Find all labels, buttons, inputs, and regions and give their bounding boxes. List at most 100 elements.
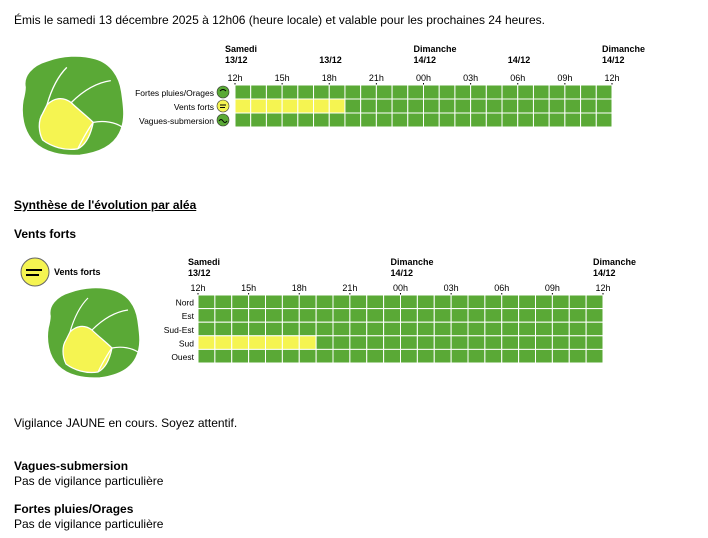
- vf-hour-label: 15h: [241, 283, 256, 293]
- vagues-status: Pas de vigilance particulière: [14, 474, 164, 488]
- reunion-map-vents: [46, 286, 141, 379]
- ov-cell: [423, 98, 440, 114]
- vf-cell: [231, 308, 250, 323]
- vf-cell: [248, 321, 266, 337]
- vf-cell: [518, 348, 536, 364]
- wind-icon: [216, 99, 230, 113]
- pluies-status: Pas de vigilance particulière: [14, 517, 164, 531]
- ov-cell: [375, 84, 393, 100]
- vf-cell: [585, 335, 604, 350]
- ov-hour-label: 09h: [557, 73, 572, 83]
- vents-badge-label: Vents forts: [54, 267, 101, 277]
- vf-cell: [248, 294, 266, 310]
- vf-cell: [265, 294, 283, 310]
- vf-cell: [535, 308, 553, 323]
- island-zone-borders: [69, 297, 139, 373]
- vf-hour-label: 00h: [393, 283, 408, 293]
- vf-day-name: Dimanche: [593, 257, 636, 267]
- vf-cell: [484, 308, 503, 323]
- ov-cell: [548, 84, 566, 100]
- ov-cell: [564, 84, 582, 100]
- vf-cell: [551, 335, 570, 350]
- vf-cell: [416, 348, 435, 364]
- vf-cell: [366, 321, 385, 337]
- vf-hour-label: 06h: [494, 283, 509, 293]
- vf-cell: [585, 321, 604, 337]
- ov-cell: [297, 98, 315, 114]
- vf-cell: [265, 335, 283, 350]
- ov-row-label: Fortes pluies/Orages: [135, 88, 214, 98]
- ov-cell: [344, 112, 362, 128]
- vf-cell: [214, 308, 233, 323]
- vf-cell: [535, 294, 553, 310]
- vf-cell: [535, 321, 553, 337]
- vf-cell: [332, 321, 351, 337]
- vf-cell: [467, 294, 486, 310]
- vf-cell: [197, 308, 216, 323]
- ov-cell: [250, 98, 267, 114]
- vf-cell: [484, 335, 503, 350]
- ov-cell: [564, 98, 582, 114]
- vf-cell: [231, 348, 250, 364]
- vf-cell: [551, 348, 570, 364]
- vf-cell: [197, 335, 216, 350]
- ov-cell: [485, 112, 503, 128]
- vf-cell: [281, 335, 300, 350]
- vf-cell: [197, 321, 216, 337]
- vf-cell: [383, 348, 401, 364]
- ov-day-date: 14/12: [414, 55, 437, 65]
- vf-cell: [551, 294, 570, 310]
- vents-status: Vigilance JAUNE en cours. Soyez attentif…: [14, 416, 238, 430]
- vf-cell: [433, 335, 452, 350]
- vf-cell: [518, 294, 536, 310]
- vf-cell: [518, 321, 536, 337]
- ov-day-name: Dimanche: [602, 44, 645, 54]
- vf-cell: [248, 335, 266, 350]
- vf-cell: [383, 335, 401, 350]
- ov-cell: [234, 98, 252, 114]
- ov-cell: [360, 84, 377, 100]
- vf-cell: [349, 335, 368, 350]
- vf-cell: [281, 308, 300, 323]
- vf-cell: [450, 308, 469, 323]
- vf-cell: [400, 308, 418, 323]
- vf-row-label: Est: [182, 311, 195, 321]
- ov-cell: [313, 84, 330, 100]
- vf-cell: [197, 348, 216, 364]
- ov-cell: [454, 84, 472, 100]
- ov-hour-label: 15h: [275, 73, 290, 83]
- vf-cell: [265, 321, 283, 337]
- vf-cell: [467, 321, 486, 337]
- vf-cell: [433, 321, 452, 337]
- vf-cell: [501, 294, 520, 310]
- vf-cell: [400, 294, 418, 310]
- ov-cell: [265, 98, 283, 114]
- vf-cell: [315, 348, 334, 364]
- vf-row-label: Ouest: [171, 352, 194, 362]
- ov-cell: [595, 112, 613, 128]
- ov-cell: [344, 98, 362, 114]
- ov-cell: [532, 112, 550, 128]
- ov-cell: [265, 84, 283, 100]
- vf-cell: [214, 294, 233, 310]
- vf-cell: [450, 348, 469, 364]
- vf-cell: [568, 321, 587, 337]
- vf-cell: [518, 308, 536, 323]
- vf-cell: [568, 348, 587, 364]
- ov-cell: [501, 84, 519, 100]
- vf-cell: [332, 294, 351, 310]
- vf-cell: [400, 321, 418, 337]
- ov-cell: [281, 98, 299, 114]
- ov-cell: [250, 112, 267, 128]
- ov-cell: [470, 98, 487, 114]
- vf-cell: [535, 348, 553, 364]
- vf-cell: [585, 294, 604, 310]
- vf-cell: [349, 321, 368, 337]
- vf-cell: [551, 308, 570, 323]
- ov-hour-label: 06h: [510, 73, 525, 83]
- issued-text: Émis le samedi 13 décembre 2025 à 12h06 …: [14, 13, 545, 27]
- vf-cell: [265, 348, 283, 364]
- ov-cell: [344, 84, 362, 100]
- vf-cell: [197, 294, 216, 310]
- vf-cell: [416, 335, 435, 350]
